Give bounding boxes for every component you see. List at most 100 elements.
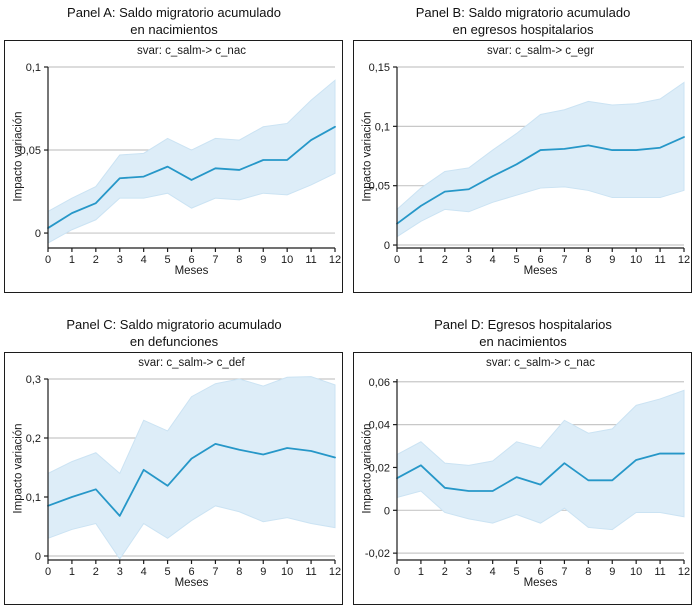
x-tick-label: 1 xyxy=(418,566,424,578)
x-tick-label: 10 xyxy=(630,566,642,578)
y-tick-label: 0,3 xyxy=(26,374,41,386)
panel-d: Panel D: Egresos hospitalarios en nacimi… xyxy=(353,314,693,605)
x-tick-label: 4 xyxy=(490,254,496,266)
panel-c-frame: svar: c_salm-> c_def Impacto variación 0… xyxy=(4,352,343,605)
irf-line xyxy=(47,442,336,517)
x-tick-label: 7 xyxy=(212,254,218,266)
x-tick-label: 12 xyxy=(329,566,341,578)
panel-a-x-axis-label: Meses xyxy=(174,265,209,277)
x-tick-label: 8 xyxy=(236,566,242,578)
x-tick-label: 10 xyxy=(281,566,293,578)
panel-b: Panel B: Saldo migratorio acumulado en e… xyxy=(353,2,693,293)
x-tick-label: 2 xyxy=(442,254,448,266)
panel-c-y-axis-label: Impacto variación xyxy=(12,423,25,514)
y-tick-label: 0,1 xyxy=(26,492,41,504)
panel-c-subtitle: svar: c_salm-> c_def xyxy=(138,357,245,369)
panel-a-title: Panel A: Saldo migratorio acumulado en n… xyxy=(4,2,344,40)
x-tick-label: 0 xyxy=(394,566,400,578)
x-tick-label: 11 xyxy=(654,566,665,578)
x-tick-label: 9 xyxy=(609,566,615,578)
panel-c-title-line2: en defunciones xyxy=(129,334,219,349)
panel-d-title: Panel D: Egresos hospitalarios en nacimi… xyxy=(353,314,693,352)
x-tick-label: 0 xyxy=(45,566,51,578)
confidence-band xyxy=(47,79,336,244)
y-tick-label: 0,2 xyxy=(26,433,41,445)
irf-line xyxy=(396,136,685,225)
panel-c-plot: 00,10,20,30 1 2 3 4 5 6 7 8 9 10 11 12 xyxy=(26,374,341,578)
panel-c-title-line1: Panel C: Saldo migratorio acumulado xyxy=(66,317,282,332)
x-tick-label: 2 xyxy=(442,566,448,578)
x-tick-label: 9 xyxy=(260,254,266,266)
x-tick-label: 5 xyxy=(165,254,171,266)
panel-a-subtitle: svar: c_salm-> c_nac xyxy=(137,45,246,57)
y-tick-label: 0,04 xyxy=(369,420,390,432)
x-tick-label: 2 xyxy=(93,254,99,266)
y-tick-label: 0 xyxy=(384,240,390,252)
panel-b-title-line2: en egresos hospitalarios xyxy=(452,22,594,37)
irf-line xyxy=(47,125,336,229)
x-tick-label: 5 xyxy=(514,254,520,266)
x-tick-label: 0 xyxy=(394,254,400,266)
x-tick-label: 9 xyxy=(609,254,615,266)
panel-b-frame: svar: c_salm-> c_egr Impacto variación 0… xyxy=(353,40,692,293)
x-tick-label: 10 xyxy=(630,254,642,266)
x-tick-label: 4 xyxy=(141,254,147,266)
x-tick-label: 12 xyxy=(678,254,690,266)
panel-b-title: Panel B: Saldo migratorio acumulado en e… xyxy=(353,2,693,40)
panel-a-y-axis-label: Impacto variación xyxy=(12,111,25,202)
x-tick-label: 7 xyxy=(561,566,567,578)
x-tick-label: 1 xyxy=(69,254,75,266)
panel-d-frame: svar: c_salm-> c_nac Impacto variación -… xyxy=(353,352,692,605)
panel-b-x-axis-label: Meses xyxy=(523,265,558,277)
x-tick-label: 3 xyxy=(117,566,123,578)
x-tick-label: 4 xyxy=(141,566,147,578)
panel-d-y-axis-label: Impacto variación xyxy=(361,423,374,514)
panel-d-x-axis-label: Meses xyxy=(523,577,558,589)
panel-a-title-line1: Panel A: Saldo migratorio acumulado xyxy=(67,5,281,20)
x-tick-label: 2 xyxy=(93,566,99,578)
x-tick-label: 12 xyxy=(329,254,341,266)
y-tick-label: 0,05 xyxy=(20,145,41,157)
panel-b-y-axis-label: Impacto variación xyxy=(361,111,374,202)
panel-b-title-line1: Panel B: Saldo migratorio acumulado xyxy=(415,5,631,20)
y-tick-label: 0 xyxy=(35,551,41,563)
panel-a-title-line2: en nacimientos xyxy=(130,22,218,37)
panel-a-frame: svar: c_salm-> c_nac Impacto variación 0… xyxy=(4,40,343,293)
y-tick-label: 0,05 xyxy=(369,181,390,193)
x-tick-label: 1 xyxy=(418,254,424,266)
x-tick-label: 3 xyxy=(117,254,123,266)
y-tick-label: 0,15 xyxy=(369,62,390,74)
confidence-band xyxy=(47,376,336,560)
x-tick-label: 7 xyxy=(212,566,218,578)
y-tick-label: 0 xyxy=(384,505,390,517)
panel-d-subtitle: svar: c_salm-> c_nac xyxy=(486,357,595,369)
y-tick-label: 0,1 xyxy=(375,121,390,133)
x-tick-label: 12 xyxy=(678,566,690,578)
y-tick-label: 0,1 xyxy=(26,62,41,74)
panel-b-plot: 00,050,10,150 1 2 3 4 5 6 7 8 9 10 11 12 xyxy=(369,62,691,266)
x-tick-label: 1 xyxy=(69,566,75,578)
panel-c-x-axis-label: Meses xyxy=(174,577,209,589)
x-tick-label: 8 xyxy=(236,254,242,266)
irf-line xyxy=(396,452,685,492)
x-tick-label: 9 xyxy=(260,566,266,578)
panel-b-subtitle: svar: c_salm-> c_egr xyxy=(486,45,595,57)
x-tick-label: 6 xyxy=(537,566,543,578)
confidence-band xyxy=(396,389,685,531)
x-tick-label: 5 xyxy=(514,566,520,578)
x-tick-label: 11 xyxy=(654,254,665,266)
panel-d-title-line1: Panel D: Egresos hospitalarios xyxy=(434,317,612,332)
x-tick-label: 7 xyxy=(561,254,567,266)
panel-c-title: Panel C: Saldo migratorio acumulado en d… xyxy=(4,314,344,352)
panel-c: Panel C: Saldo migratorio acumulado en d… xyxy=(4,314,344,605)
y-tick-label: 0,06 xyxy=(369,377,390,389)
x-tick-label: 6 xyxy=(188,254,194,266)
x-tick-label: 3 xyxy=(466,254,472,266)
y-tick-label: -0,02 xyxy=(365,548,390,560)
x-tick-label: 8 xyxy=(585,254,591,266)
x-tick-label: 6 xyxy=(537,254,543,266)
y-tick-label: 0 xyxy=(35,228,41,240)
panel-d-title-line2: en nacimientos xyxy=(479,334,567,349)
x-tick-label: 3 xyxy=(466,566,472,578)
